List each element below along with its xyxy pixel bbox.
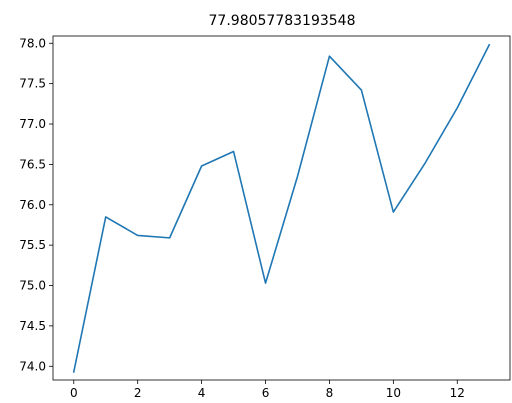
y-tick-label: 77.5: [19, 77, 46, 91]
plot-frame: [52, 35, 511, 381]
x-tick-label: 6: [262, 386, 270, 400]
y-tick-label: 74.0: [19, 359, 46, 373]
y-tick-label: 78.0: [19, 36, 46, 50]
series: [72, 43, 491, 373]
series-line: [72, 43, 491, 373]
y-tick-label: 76.0: [19, 198, 46, 212]
x-tick-label: 0: [70, 386, 78, 400]
y-tick-label: 75.0: [19, 279, 46, 293]
x-tick-label: 2: [134, 386, 142, 400]
x-tick-label: 12: [450, 386, 465, 400]
ticks: 0 2 4 6 8 10 12 74.0 74.5 75.0 75.5 76.0 76.5 77.0 77.…: [19, 36, 465, 400]
chart-title: 77.98057783193548: [209, 13, 356, 29]
x-tick-label: 4: [198, 386, 206, 400]
y-tick-label: 74.5: [19, 319, 46, 333]
y-tick-label: 76.5: [19, 157, 46, 171]
axes: [52, 35, 511, 381]
x-tick-label: 8: [326, 386, 334, 400]
x-tick-label: 10: [386, 386, 401, 400]
y-tick-label: 75.5: [19, 238, 46, 252]
y-tick-label: 77.0: [19, 117, 46, 131]
